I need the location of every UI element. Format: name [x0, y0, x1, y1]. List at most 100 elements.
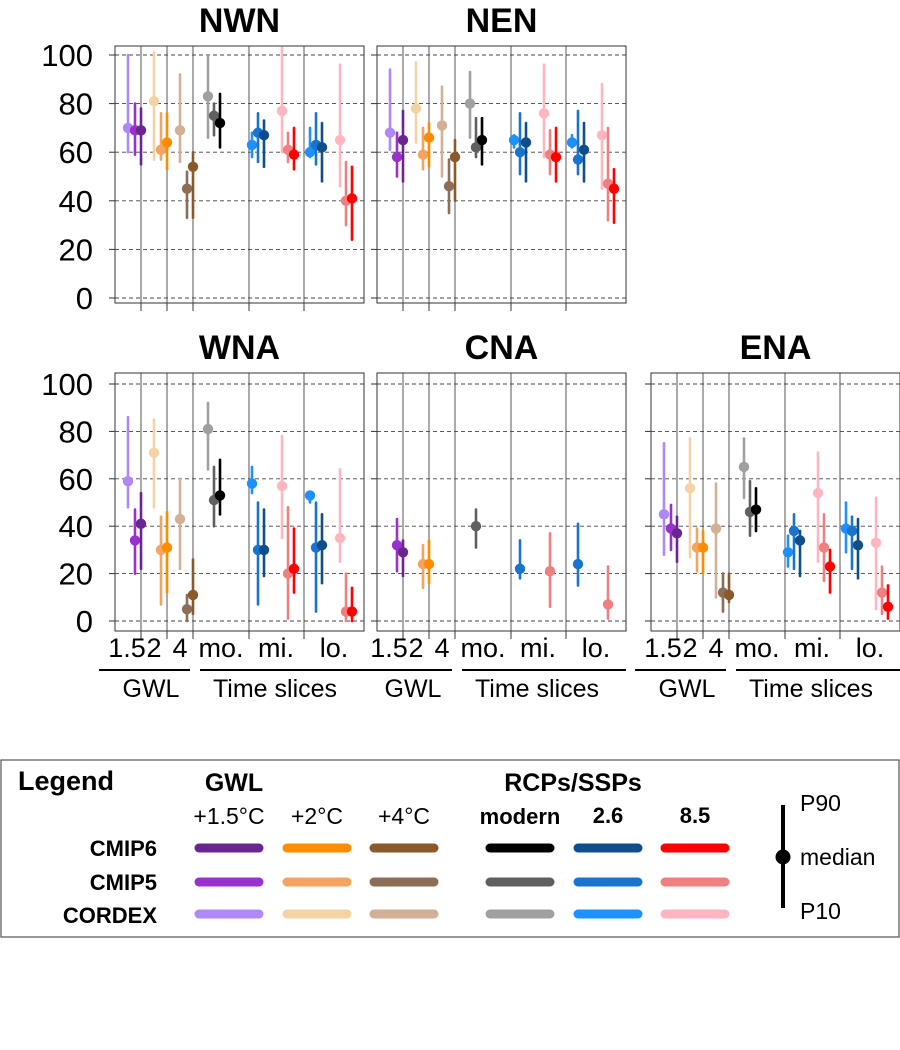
- legend-col-gwl4: +4°C: [378, 803, 430, 829]
- median-point-gwl4-cmip5: [443, 181, 455, 192]
- panel-frame: [114, 372, 365, 632]
- xtick-label: 2: [682, 633, 697, 663]
- legend-col-ssp26: 2.6: [593, 803, 624, 828]
- xtick-label: 4: [172, 633, 187, 663]
- group-label-time: Time slices: [749, 675, 873, 703]
- ytick-label: 80: [59, 414, 93, 449]
- panel-frame: [376, 45, 627, 304]
- median-point-gwl4-cmip6: [187, 161, 199, 172]
- median-point-gwl15-cordex: [122, 475, 134, 487]
- panel-nwn: NWN 0 20 40 60 80 100: [41, 2, 365, 316]
- median-point-modern-cordex: [464, 98, 476, 109]
- legend-title: Legend: [18, 766, 114, 796]
- median-point-gwl15-cmip6: [671, 528, 683, 539]
- median-point-gwl2-cordex: [148, 447, 160, 458]
- ytick-label: 100: [41, 367, 93, 402]
- median-point-ssp26-cmip6: [794, 535, 806, 546]
- xtick-label: mo.: [198, 633, 243, 663]
- legend-row-cmip5: CMIP5: [90, 870, 157, 895]
- median-point-ssp26-cmip6: [852, 539, 864, 551]
- xtick-label: mo.: [460, 633, 505, 663]
- ytick-label: 40: [59, 509, 93, 544]
- median-point-gwl4-cmip6: [187, 589, 199, 601]
- ytick-label: 20: [59, 232, 93, 267]
- median-point-ssp26-cmip6: [258, 129, 270, 141]
- legend-row-cordex: CORDEX: [63, 903, 157, 928]
- median-point-ssp85-cmip6: [824, 561, 836, 572]
- median-point-ssp26-cmip6: [578, 144, 590, 155]
- median-point-ssp85-cmip5: [876, 587, 888, 598]
- xtick-label: mo.: [734, 633, 779, 663]
- median-point-ssp26-cmip6: [316, 539, 328, 551]
- median-point-ssp26-cmip5: [514, 147, 526, 158]
- median-point-ssp26-cmip6: [258, 544, 270, 556]
- median-point-ssp26-cordex: [782, 547, 794, 558]
- panel-title: CNA: [465, 329, 539, 367]
- median-point-ssp85-cmip6: [882, 601, 894, 612]
- ytick-label: 60: [59, 135, 93, 170]
- xtick-label: lo.: [320, 633, 349, 663]
- ytick-label: 80: [59, 87, 93, 122]
- median-point-modern-cmip5: [470, 521, 482, 532]
- panel-title: NEN: [466, 2, 538, 40]
- median-point-ssp26-cmip5: [846, 525, 858, 537]
- median-point-ssp85-cordex: [812, 487, 824, 499]
- median-point-modern-cmip6: [750, 504, 762, 515]
- median-point-ssp26-cmip6: [520, 137, 532, 148]
- median-point-gwl15-cordex: [384, 127, 396, 138]
- legend-rcp-header: RCPs/SSPs: [504, 769, 642, 797]
- median-point-gwl4-cordex: [710, 523, 722, 534]
- legend-p90-label: P90: [800, 790, 841, 816]
- ytick-label: 60: [59, 462, 93, 497]
- ytick-label: 20: [59, 557, 93, 592]
- median-point-ssp85-cordex: [870, 537, 882, 548]
- median-point-gwl4-cordex: [436, 120, 448, 131]
- median-point-gwl4-cmip5: [181, 183, 193, 194]
- group-label-time: Time slices: [475, 675, 599, 703]
- median-point-modern-cmip6: [214, 117, 226, 129]
- median-point-gwl4-cordex: [174, 125, 186, 136]
- median-point-gwl2-cmip6: [161, 137, 173, 148]
- median-point-ssp85-cmip5: [818, 542, 830, 553]
- xtick-label: lo.: [582, 633, 611, 663]
- median-point-ssp85-cordex: [596, 129, 608, 141]
- median-point-ssp85-cmip5: [544, 566, 556, 577]
- median-point-ssp26-cmip5: [788, 525, 800, 537]
- panel-frame: [376, 372, 627, 632]
- median-point-gwl4-cmip5: [181, 603, 193, 615]
- median-point-gwl15-cmip6: [135, 518, 147, 530]
- median-point-ssp85-cmip6: [288, 563, 300, 575]
- median-point-gwl2-cmip6: [423, 132, 435, 143]
- median-point-ssp26-cmip5: [572, 558, 584, 570]
- xtick-label: lo.: [856, 633, 885, 663]
- median-point-ssp85-cmip6: [550, 151, 562, 163]
- median-point-ssp26-cordex: [246, 139, 258, 151]
- xtick-label: 1.5: [644, 633, 682, 663]
- group-label-time: Time slices: [213, 675, 337, 703]
- xtick-label: 4: [434, 633, 449, 663]
- legend-p10-label: P10: [800, 898, 841, 924]
- xtick-label: 4: [708, 633, 723, 663]
- median-point-ssp85-cmip6: [346, 193, 358, 204]
- median-point-ssp85-cmip6: [288, 149, 300, 160]
- median-point-gwl15-cmip6: [397, 547, 409, 558]
- panel-title: ENA: [740, 329, 812, 367]
- median-point-modern-cordex: [738, 461, 750, 473]
- panel-frame: [650, 372, 900, 632]
- legend-row-cmip6: CMIP6: [90, 836, 157, 861]
- median-point-gwl15-cmip6: [397, 134, 409, 146]
- median-point-modern-cmip6: [214, 490, 226, 501]
- legend-col-gwl15: +1.5°C: [193, 803, 264, 829]
- legend-swatches: [194, 843, 730, 919]
- median-point-ssp85-cmip5: [602, 599, 614, 610]
- xtick-label: 2: [146, 633, 161, 663]
- median-point-gwl15-cmip6: [135, 125, 147, 136]
- median-point-gwl15-cmip5: [129, 535, 141, 546]
- group-label-gwl: GWL: [659, 675, 716, 703]
- median-point-ssp26-cordex: [508, 134, 520, 146]
- median-point-gwl2-cordex: [684, 483, 696, 494]
- median-point-gwl2-cmip5: [155, 144, 167, 155]
- ytick-label: 40: [59, 184, 93, 219]
- median-point-ssp26-cmip5: [572, 154, 584, 165]
